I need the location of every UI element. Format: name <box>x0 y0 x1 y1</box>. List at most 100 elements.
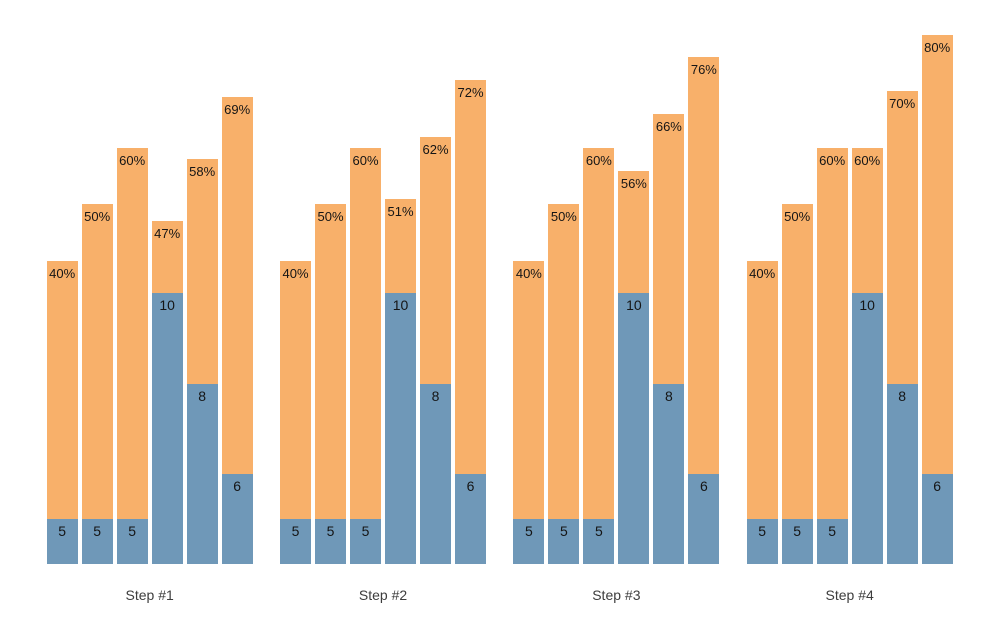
blue-segment: 8 <box>186 383 218 564</box>
bar-group3-col2: 5 50% <box>548 204 580 564</box>
value-label: 8 <box>898 387 907 404</box>
blue-segment: 5 <box>513 518 545 564</box>
value-label: 8 <box>431 387 440 404</box>
bar-group4-col5: 8 70% <box>886 91 918 564</box>
percent-label: 40% <box>749 266 776 281</box>
percent-label: 62% <box>422 141 449 157</box>
step-axis-label: Step #1 <box>125 587 174 603</box>
percent-label: 40% <box>515 266 542 281</box>
bar-group1-col6: 6 69% <box>221 97 253 564</box>
bar-group4-col1: 5 40% <box>746 261 778 564</box>
bar-group3-col3: 5 60% <box>583 147 615 564</box>
percent-label: 66% <box>655 118 682 134</box>
value-label: 5 <box>594 522 603 539</box>
percent-label: 76% <box>690 62 717 78</box>
blue-segment: 10 <box>618 293 650 564</box>
bar-group4-col6: 6 80% <box>921 34 953 564</box>
step-axis-label: Step #2 <box>358 587 408 603</box>
percent-label: 60% <box>119 152 146 168</box>
blue-segment: 5 <box>81 518 113 564</box>
percent-label: 56% <box>620 175 647 191</box>
blue-segment: 5 <box>46 518 78 564</box>
value-label: 6 <box>233 477 242 494</box>
value-label: 6 <box>466 477 475 494</box>
value-label: 5 <box>326 522 335 539</box>
percent-label: 40% <box>49 266 76 281</box>
blue-segment: 8 <box>420 383 452 564</box>
bar-group2-col1: 5 40% <box>280 261 312 564</box>
orange-segment <box>315 204 347 564</box>
blue-segment: 5 <box>583 518 615 564</box>
value-label: 5 <box>128 522 137 539</box>
value-label: 10 <box>626 297 642 314</box>
bar-group2-col2: 5 50% <box>315 204 347 564</box>
orange-segment <box>46 261 78 564</box>
orange-segment <box>816 147 848 564</box>
blue-segment: 8 <box>653 383 685 564</box>
blue-segment: 6 <box>688 473 720 564</box>
blue-segment: 10 <box>385 293 417 564</box>
bar-group2-col3: 5 60% <box>350 147 382 564</box>
blue-segment: 10 <box>151 293 183 564</box>
bar-group1-col4: 10 47% <box>151 221 183 564</box>
percent-label: 40% <box>282 266 309 281</box>
percent-label: 51% <box>387 203 414 219</box>
bar-group4-col3: 5 60% <box>816 147 848 564</box>
orange-segment <box>781 204 813 564</box>
bar-group1-col1: 5 40% <box>46 261 78 564</box>
value-label: 10 <box>859 297 875 314</box>
blue-segment: 5 <box>746 518 778 564</box>
percent-label: 50% <box>317 209 344 225</box>
percent-label: 50% <box>550 209 577 225</box>
percent-label: 70% <box>889 96 916 112</box>
value-label: 5 <box>291 522 300 539</box>
bar-group4-col2: 5 50% <box>781 204 813 564</box>
value-label: 10 <box>159 297 175 314</box>
orange-segment <box>350 147 382 564</box>
blue-segment: 5 <box>816 518 848 564</box>
blue-segment: 6 <box>455 473 487 564</box>
orange-segment <box>116 147 148 564</box>
value-label: 10 <box>392 297 409 314</box>
value-label: 6 <box>699 477 708 494</box>
orange-segment <box>583 147 615 564</box>
bar-group1-col2: 5 50% <box>81 204 113 564</box>
percent-label: 58% <box>189 164 216 180</box>
blue-segment: 6 <box>921 473 953 564</box>
percent-label: 60% <box>352 152 379 168</box>
percent-label: 72% <box>457 85 484 101</box>
percent-label: 60% <box>854 152 881 168</box>
bar-group3-col5: 8 66% <box>653 113 685 564</box>
orange-segment <box>280 261 312 564</box>
blue-segment: 8 <box>886 383 918 564</box>
value-label: 5 <box>93 522 102 539</box>
blue-segment: 10 <box>851 293 883 564</box>
value-label: 5 <box>793 522 802 539</box>
bar-group1-col5: 8 58% <box>186 159 218 564</box>
blue-segment: 5 <box>548 518 580 564</box>
percent-label: 50% <box>784 209 811 225</box>
bar-group2-col5: 8 62% <box>420 136 452 564</box>
bar-group2-col6: 6 72% <box>455 80 487 564</box>
orange-segment <box>513 261 545 564</box>
value-label: 8 <box>664 387 673 404</box>
bar-group3-col1: 5 40% <box>513 261 545 564</box>
percent-label: 60% <box>819 152 846 168</box>
bar-group3-col6: 6 76% <box>688 57 720 564</box>
orange-segment <box>548 204 580 564</box>
orange-segment <box>81 204 113 564</box>
orange-segment <box>746 261 778 564</box>
blue-segment: 6 <box>221 473 253 564</box>
percent-label: 69% <box>224 102 251 118</box>
bar-group2-col4: 10 51% <box>385 198 417 564</box>
value-label: 5 <box>559 522 568 539</box>
percent-label: 80% <box>924 39 951 55</box>
blue-segment: 5 <box>280 518 312 564</box>
bar-group4-col4: 10 60% <box>851 147 883 564</box>
value-label: 5 <box>361 522 370 539</box>
value-label: 8 <box>198 387 207 404</box>
percent-label: 60% <box>585 152 612 168</box>
blue-segment: 5 <box>116 518 148 564</box>
value-label: 5 <box>58 522 67 539</box>
bar-group1-col3: 5 60% <box>116 147 148 564</box>
